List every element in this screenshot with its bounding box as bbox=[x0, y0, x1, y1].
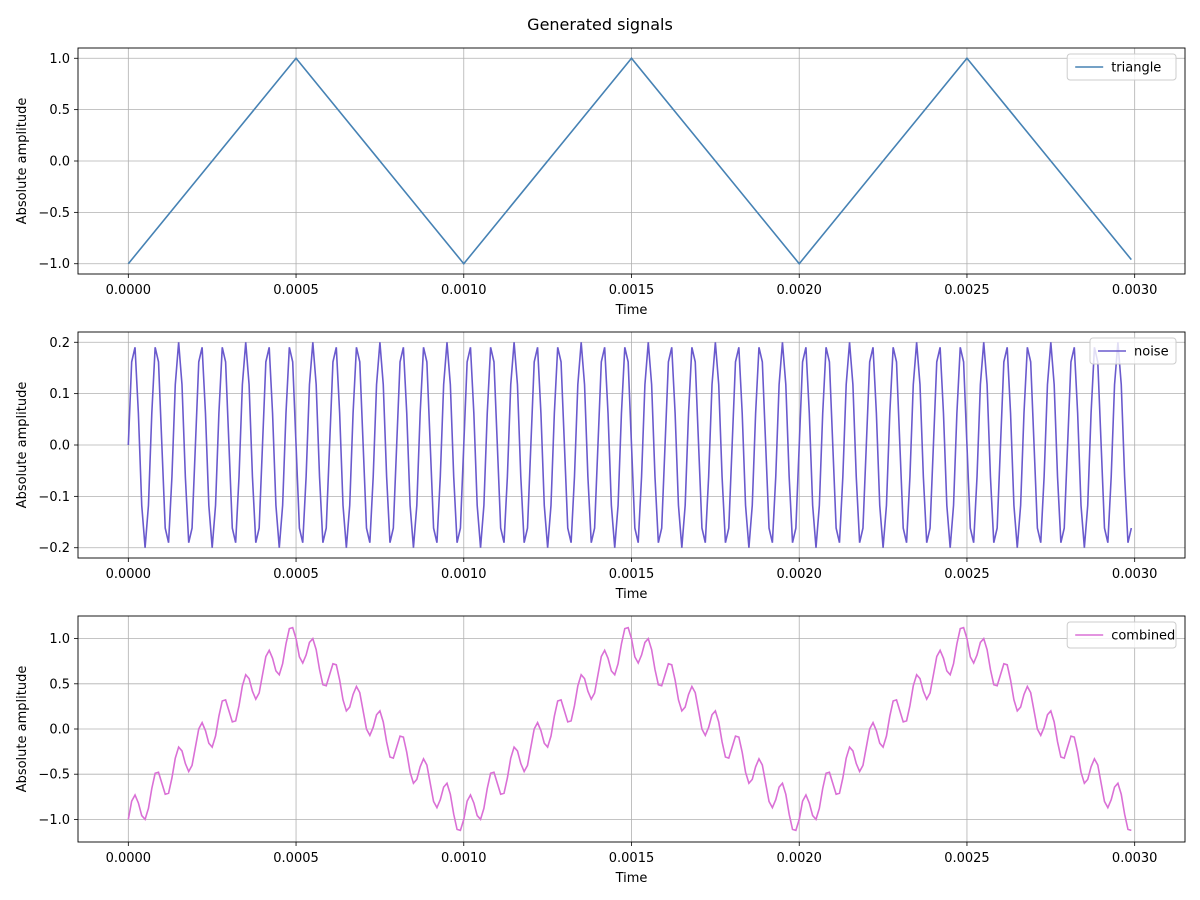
y-tick-label: 0.0 bbox=[49, 155, 70, 170]
legend-label: combined bbox=[1111, 629, 1175, 644]
y-tick-label: 0.0 bbox=[49, 439, 70, 454]
y-axis-label: Absolute amplitude bbox=[15, 382, 30, 509]
triangle-series-line bbox=[127, 57, 1132, 265]
x-tick-label: 0.0005 bbox=[273, 567, 319, 582]
legend: combined bbox=[1066, 621, 1177, 649]
x-tick-label: 0.0010 bbox=[441, 851, 487, 866]
legend: triangle bbox=[1066, 53, 1177, 81]
legend-box bbox=[1066, 53, 1177, 81]
noise-series-line bbox=[127, 342, 1133, 548]
x-axis-label: Time bbox=[615, 303, 648, 318]
legend-label: triangle bbox=[1111, 61, 1161, 76]
x-tick-label: 0.0025 bbox=[944, 567, 990, 582]
legend: noise bbox=[1089, 337, 1177, 365]
y-tick-label: −0.5 bbox=[38, 768, 70, 783]
y-tick-label: 0.0 bbox=[49, 723, 70, 738]
triangle-panel: 0.0000 0.0005 0.0010 0.0015 0.0020 0.0025 0.00… bbox=[15, 47, 1186, 318]
grid bbox=[78, 616, 1185, 842]
y-tick-label: 1.0 bbox=[49, 52, 70, 67]
x-tick-label: 0.0000 bbox=[106, 567, 152, 582]
x-tick-label: 0.0010 bbox=[441, 283, 487, 298]
grid bbox=[78, 48, 1185, 274]
x-tick-label: 0.0015 bbox=[609, 567, 655, 582]
legend-box bbox=[1066, 621, 1177, 649]
y-tick-label: −0.5 bbox=[38, 206, 70, 221]
noise-panel: 0.0000 0.0005 0.0010 0.0015 0.0020 0.0025 0.00… bbox=[15, 331, 1186, 602]
x-tick-label: 0.0030 bbox=[1112, 283, 1158, 298]
y-tick-label: 0.5 bbox=[49, 677, 70, 692]
x-tick-label: 0.0030 bbox=[1112, 567, 1158, 582]
y-tick-label: −1.0 bbox=[38, 257, 70, 272]
figure-title: Generated signals bbox=[527, 15, 673, 34]
x-tick-label: 0.0025 bbox=[944, 851, 990, 866]
y-tick-label: 1.0 bbox=[49, 632, 70, 647]
y-tick-label: 0.2 bbox=[49, 336, 70, 351]
y-axis-label: Absolute amplitude bbox=[15, 666, 30, 793]
x-tick-label: 0.0005 bbox=[273, 283, 319, 298]
x-tick-label: 0.0030 bbox=[1112, 851, 1158, 866]
legend-label: noise bbox=[1134, 345, 1169, 360]
x-tick-label: 0.0000 bbox=[106, 851, 152, 866]
x-tick-label: 0.0020 bbox=[776, 283, 822, 298]
y-axis-label: Absolute amplitude bbox=[15, 98, 30, 225]
y-tick-label: 0.1 bbox=[49, 387, 70, 402]
x-tick-label: 0.0025 bbox=[944, 283, 990, 298]
x-tick-label: 0.0020 bbox=[776, 567, 822, 582]
x-tick-label: 0.0005 bbox=[273, 851, 319, 866]
combined-series-line bbox=[127, 626, 1132, 832]
y-tick-label: −0.2 bbox=[38, 541, 70, 556]
y-tick-label: 0.5 bbox=[49, 103, 70, 118]
x-axis-label: Time bbox=[615, 871, 648, 886]
y-tick-label: −0.1 bbox=[38, 490, 70, 505]
x-tick-label: 0.0015 bbox=[609, 851, 655, 866]
x-tick-label: 0.0020 bbox=[776, 851, 822, 866]
y-tick-label: −1.0 bbox=[38, 813, 70, 828]
x-axis-label: Time bbox=[615, 587, 648, 602]
x-tick-label: 0.0015 bbox=[609, 283, 655, 298]
x-tick-label: 0.0010 bbox=[441, 567, 487, 582]
x-tick-label: 0.0000 bbox=[106, 283, 152, 298]
legend-box bbox=[1089, 337, 1177, 365]
combined-panel: 0.0000 0.0005 0.0010 0.0015 0.0020 0.0025 0.00… bbox=[15, 615, 1186, 886]
